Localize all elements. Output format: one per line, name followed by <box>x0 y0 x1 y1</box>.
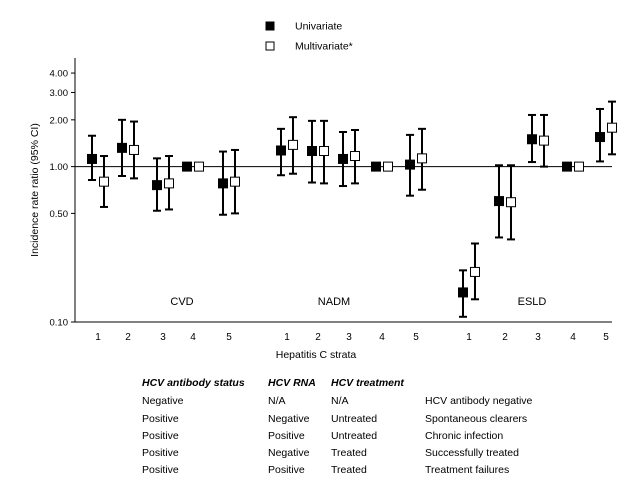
univariate-point <box>87 153 97 164</box>
x-tick-label: 4 <box>570 332 576 343</box>
table-cell-antibody: Positive <box>142 464 179 476</box>
x-tick-label: 5 <box>226 332 232 343</box>
table-cell-description: Successfully treated <box>425 447 519 459</box>
multivariate-point <box>99 176 109 187</box>
multivariate-point <box>164 178 174 189</box>
x-tick-label: 5 <box>413 332 419 343</box>
table-cell-rna: Negative <box>268 447 310 459</box>
multivariate-point <box>539 135 549 146</box>
univariate-point <box>595 132 605 143</box>
multivariate-point <box>574 161 584 172</box>
x-tick-label: 5 <box>603 332 609 343</box>
y-tick-label: 4.00 <box>50 69 69 80</box>
table-cell-treatment: Untreated <box>331 430 378 442</box>
univariate-point <box>405 159 415 170</box>
univariate-point <box>494 196 504 207</box>
univariate-point <box>562 161 572 172</box>
x-tick-label: 4 <box>190 332 196 343</box>
multivariate-point <box>607 122 617 133</box>
table-cell-rna: N/A <box>268 395 286 407</box>
univariate-point <box>117 142 127 153</box>
x-tick-label: 2 <box>315 332 321 343</box>
univariate-point <box>371 161 381 172</box>
table-cell-treatment: Treated <box>331 464 367 476</box>
x-tick-label: 1 <box>95 332 101 343</box>
group-label-nadm: NADM <box>318 296 350 308</box>
univariate-point <box>152 180 162 191</box>
x-tick-label: 4 <box>379 332 385 343</box>
table-cell-description: Chronic infection <box>425 430 504 442</box>
group-label-esld: ESLD <box>518 296 547 308</box>
table-cell-rna: Negative <box>268 413 310 425</box>
univariate-point <box>307 146 317 157</box>
y-axis-label: Incidence rate ratio (95% CI) <box>29 123 41 257</box>
table-cell-rna: Positive <box>268 430 305 442</box>
table-cell-description: Spontaneous clearers <box>425 413 528 425</box>
multivariate-point <box>194 161 204 172</box>
table-cell-antibody: Negative <box>142 395 184 407</box>
legend-marker-univariate <box>265 21 275 31</box>
table-cell-treatment: Treated <box>331 447 367 459</box>
multivariate-point <box>506 197 516 208</box>
x-tick-label: 2 <box>502 332 508 343</box>
y-tick-label: 2.00 <box>50 115 69 126</box>
x-tick-label: 3 <box>346 332 352 343</box>
x-tick-label: 3 <box>535 332 541 343</box>
y-tick-label: 3.00 <box>50 88 69 99</box>
table-cell-description: HCV antibody negative <box>425 395 533 407</box>
univariate-point <box>218 178 228 189</box>
multivariate-point <box>129 144 139 155</box>
univariate-point <box>182 161 192 172</box>
multivariate-point <box>417 153 427 164</box>
table-cell-treatment: Untreated <box>331 413 378 425</box>
multivariate-point <box>288 139 298 150</box>
table-cell-antibody: Positive <box>142 447 179 459</box>
legend-label-multivariate: Multivariate* <box>295 41 353 53</box>
table-cell-treatment: N/A <box>331 395 349 407</box>
table-cell-rna: Positive <box>268 464 305 476</box>
univariate-point <box>276 145 286 156</box>
x-axis-label: Hepatitis C strata <box>276 349 357 361</box>
multivariate-point <box>350 151 360 162</box>
x-tick-label: 3 <box>160 332 166 343</box>
y-tick-label: 0.10 <box>50 318 69 329</box>
y-tick-label: 0.50 <box>50 209 69 220</box>
legend-label-univariate: Univariate <box>295 21 342 33</box>
univariate-point <box>527 134 537 145</box>
table-cell-antibody: Positive <box>142 413 179 425</box>
legend-marker-multivariate <box>265 41 275 51</box>
x-tick-label: 2 <box>125 332 131 343</box>
univariate-point <box>458 287 468 298</box>
group-label-cvd: CVD <box>170 296 193 308</box>
x-tick-label: 1 <box>466 332 472 343</box>
multivariate-point <box>230 176 240 187</box>
multivariate-point <box>470 266 480 277</box>
univariate-point <box>338 153 348 164</box>
table-cell-description: Treatment failures <box>425 464 510 476</box>
forest-plot: 0.10 0.50 1.00 2.00 3.00 4.00 Incidence rate r… <box>29 21 617 361</box>
multivariate-point <box>319 146 329 157</box>
y-tick-label: 1.00 <box>50 162 69 173</box>
x-tick-label: 1 <box>284 332 290 343</box>
multivariate-point <box>383 161 393 172</box>
table-cell-antibody: Positive <box>142 430 179 442</box>
